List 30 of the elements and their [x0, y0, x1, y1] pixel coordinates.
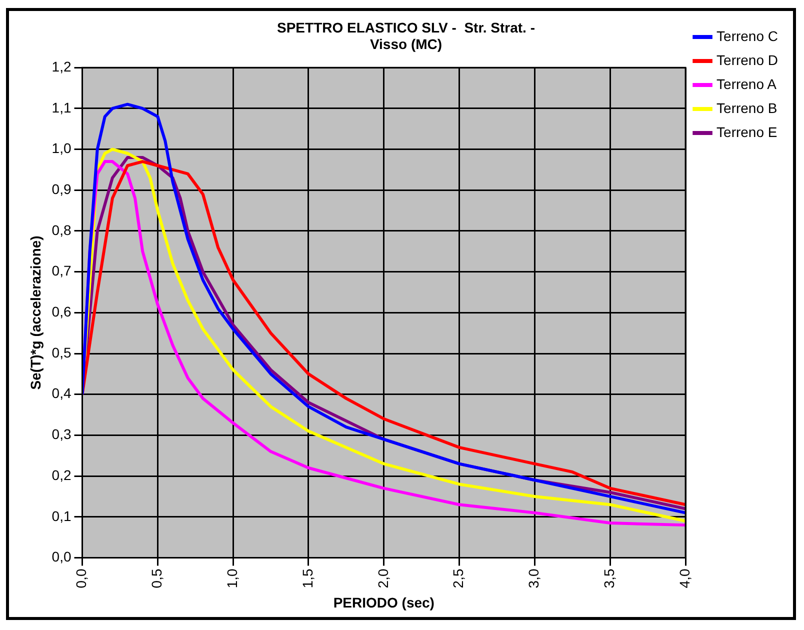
legend-label: Terreno B — [716, 100, 778, 116]
y-tick-label: 0,6 — [52, 304, 72, 320]
y-tick-label: 0,2 — [52, 466, 72, 483]
x-tick-label: 0,0 — [73, 568, 90, 588]
x-tick-label: 2,5 — [450, 568, 466, 588]
y-tick-label: 0,5 — [52, 344, 72, 360]
x-axis-title: PERIODO (sec) — [333, 594, 434, 610]
legend-label: Terreno C — [716, 28, 778, 44]
y-tick-label: 0,3 — [52, 426, 72, 442]
x-tick-label: 1,0 — [224, 568, 240, 588]
x-tick-label: 1,5 — [299, 568, 316, 588]
y-tick-label: 0,8 — [52, 222, 72, 238]
y-tick-label: 1,1 — [52, 99, 72, 116]
x-tick-label: 0,5 — [148, 568, 165, 588]
y-tick-label: 1,2 — [52, 58, 72, 74]
y-tick-label: 0,0 — [52, 548, 72, 565]
x-tick-label: 3,5 — [600, 568, 617, 588]
x-tick-label: 4,0 — [676, 568, 692, 588]
y-tick-label: 1,0 — [52, 140, 72, 156]
y-tick-label: 0,1 — [52, 508, 72, 524]
x-tick-label: 3,0 — [526, 568, 542, 588]
legend-label: Terreno E — [716, 124, 778, 140]
y-axis-title: Se(T)*g (accelerazione) — [27, 236, 44, 390]
chart-title: SPETTRO ELASTICO SLV - Str. Strat. - Visso (MC) — [277, 19, 536, 52]
legend-label: Terreno D — [716, 52, 778, 68]
y-tick-label: 0,4 — [52, 385, 72, 402]
legend-label: Terreno A — [716, 76, 778, 92]
y-tick-label: 0,7 — [52, 262, 72, 279]
y-tick-label: 0,9 — [52, 180, 72, 197]
x-tick-label: 2,0 — [374, 568, 391, 588]
